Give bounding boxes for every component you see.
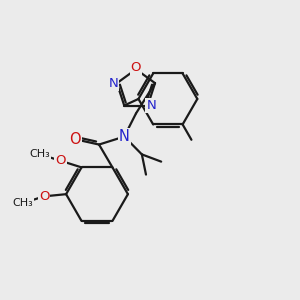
- Text: O: O: [131, 61, 141, 74]
- Text: N: N: [109, 76, 118, 90]
- Text: O: O: [69, 132, 80, 147]
- Text: N: N: [119, 129, 130, 144]
- Text: N: N: [146, 99, 156, 112]
- Text: CH₃: CH₃: [13, 198, 33, 208]
- Text: CH₃: CH₃: [29, 149, 50, 159]
- Text: O: O: [39, 190, 50, 203]
- Text: O: O: [55, 154, 66, 167]
